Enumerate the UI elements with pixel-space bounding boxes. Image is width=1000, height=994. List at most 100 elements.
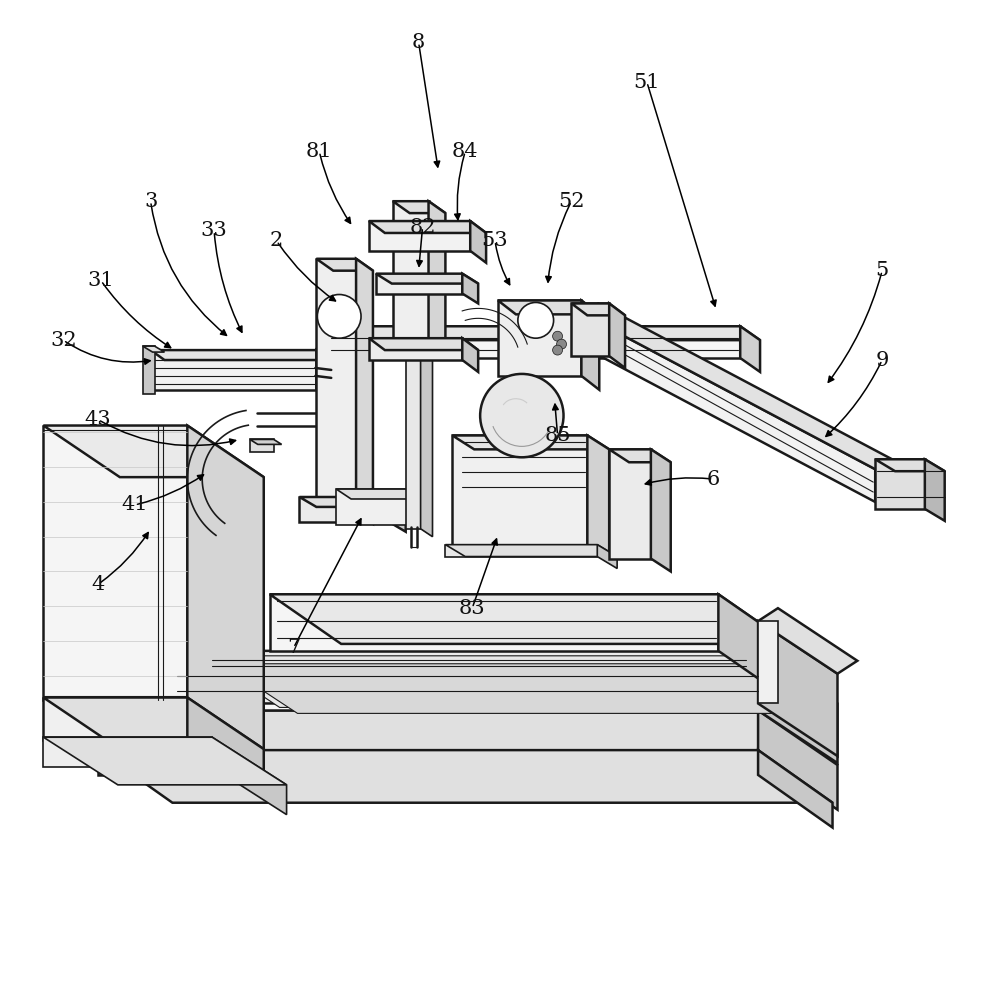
Polygon shape <box>470 221 486 262</box>
Polygon shape <box>299 497 406 507</box>
Circle shape <box>317 294 361 338</box>
Polygon shape <box>406 340 421 529</box>
Text: 81: 81 <box>306 142 333 161</box>
Polygon shape <box>376 273 478 283</box>
Polygon shape <box>177 651 837 704</box>
Polygon shape <box>429 201 445 352</box>
Polygon shape <box>498 300 581 376</box>
Polygon shape <box>151 350 316 390</box>
Text: 4: 4 <box>91 575 105 593</box>
Text: 9: 9 <box>875 351 889 370</box>
Polygon shape <box>270 594 790 644</box>
Text: 33: 33 <box>201 222 228 241</box>
Text: 82: 82 <box>409 218 436 237</box>
Polygon shape <box>43 738 212 767</box>
Text: 51: 51 <box>634 73 660 91</box>
Polygon shape <box>718 594 790 701</box>
Polygon shape <box>43 425 187 701</box>
Text: 7: 7 <box>287 638 300 657</box>
Polygon shape <box>581 300 599 390</box>
Polygon shape <box>177 651 758 711</box>
Polygon shape <box>651 449 671 572</box>
Polygon shape <box>609 303 625 368</box>
Polygon shape <box>250 439 274 452</box>
Polygon shape <box>758 621 837 756</box>
Polygon shape <box>609 449 651 559</box>
Polygon shape <box>571 303 609 356</box>
Circle shape <box>480 374 564 457</box>
Polygon shape <box>369 221 486 233</box>
Polygon shape <box>319 326 760 340</box>
Polygon shape <box>151 350 329 360</box>
Polygon shape <box>212 738 287 815</box>
Polygon shape <box>43 698 187 741</box>
Text: 31: 31 <box>88 271 114 290</box>
Polygon shape <box>452 435 609 449</box>
Polygon shape <box>376 273 462 293</box>
Polygon shape <box>319 326 740 358</box>
Polygon shape <box>393 201 445 213</box>
Text: 41: 41 <box>121 495 148 515</box>
Polygon shape <box>587 435 609 563</box>
Polygon shape <box>758 750 833 828</box>
Polygon shape <box>875 459 925 509</box>
Polygon shape <box>462 273 478 303</box>
Polygon shape <box>389 497 406 532</box>
Circle shape <box>553 331 563 341</box>
Polygon shape <box>222 664 814 714</box>
Polygon shape <box>571 303 625 315</box>
Polygon shape <box>202 656 826 708</box>
Circle shape <box>518 302 554 338</box>
Polygon shape <box>452 435 587 549</box>
Text: 43: 43 <box>85 411 111 429</box>
Polygon shape <box>740 326 760 372</box>
Polygon shape <box>143 346 155 394</box>
Polygon shape <box>581 303 892 469</box>
Polygon shape <box>187 425 264 752</box>
Text: 5: 5 <box>876 261 889 280</box>
Polygon shape <box>356 258 373 524</box>
Text: 84: 84 <box>452 142 479 161</box>
Polygon shape <box>369 338 462 360</box>
Text: 3: 3 <box>144 192 157 211</box>
Polygon shape <box>421 340 433 537</box>
Polygon shape <box>98 711 758 755</box>
Text: 53: 53 <box>482 232 508 250</box>
Polygon shape <box>299 497 389 522</box>
Polygon shape <box>462 338 478 372</box>
Polygon shape <box>98 750 758 775</box>
Text: 52: 52 <box>558 192 585 211</box>
Polygon shape <box>498 300 599 314</box>
Polygon shape <box>758 711 837 810</box>
Polygon shape <box>416 489 431 535</box>
Polygon shape <box>597 545 617 569</box>
Circle shape <box>553 345 563 355</box>
Polygon shape <box>758 651 837 763</box>
Polygon shape <box>581 313 875 502</box>
Polygon shape <box>187 698 264 792</box>
Polygon shape <box>316 350 329 400</box>
Polygon shape <box>316 258 356 512</box>
Polygon shape <box>250 439 282 444</box>
Polygon shape <box>43 425 264 477</box>
Text: 6: 6 <box>707 469 720 489</box>
Polygon shape <box>336 489 416 525</box>
Text: 8: 8 <box>412 33 425 52</box>
Polygon shape <box>43 698 264 749</box>
Polygon shape <box>316 258 373 270</box>
Polygon shape <box>925 459 945 521</box>
Text: 83: 83 <box>459 598 486 617</box>
Polygon shape <box>336 489 431 499</box>
Text: 32: 32 <box>50 331 77 350</box>
Polygon shape <box>43 738 287 785</box>
Polygon shape <box>393 201 429 340</box>
Polygon shape <box>758 621 778 704</box>
Polygon shape <box>445 545 597 557</box>
Polygon shape <box>369 221 470 250</box>
Polygon shape <box>875 459 945 471</box>
Text: 85: 85 <box>544 426 571 445</box>
Polygon shape <box>369 338 478 350</box>
Polygon shape <box>98 711 837 765</box>
Polygon shape <box>98 750 833 803</box>
Polygon shape <box>445 545 617 557</box>
